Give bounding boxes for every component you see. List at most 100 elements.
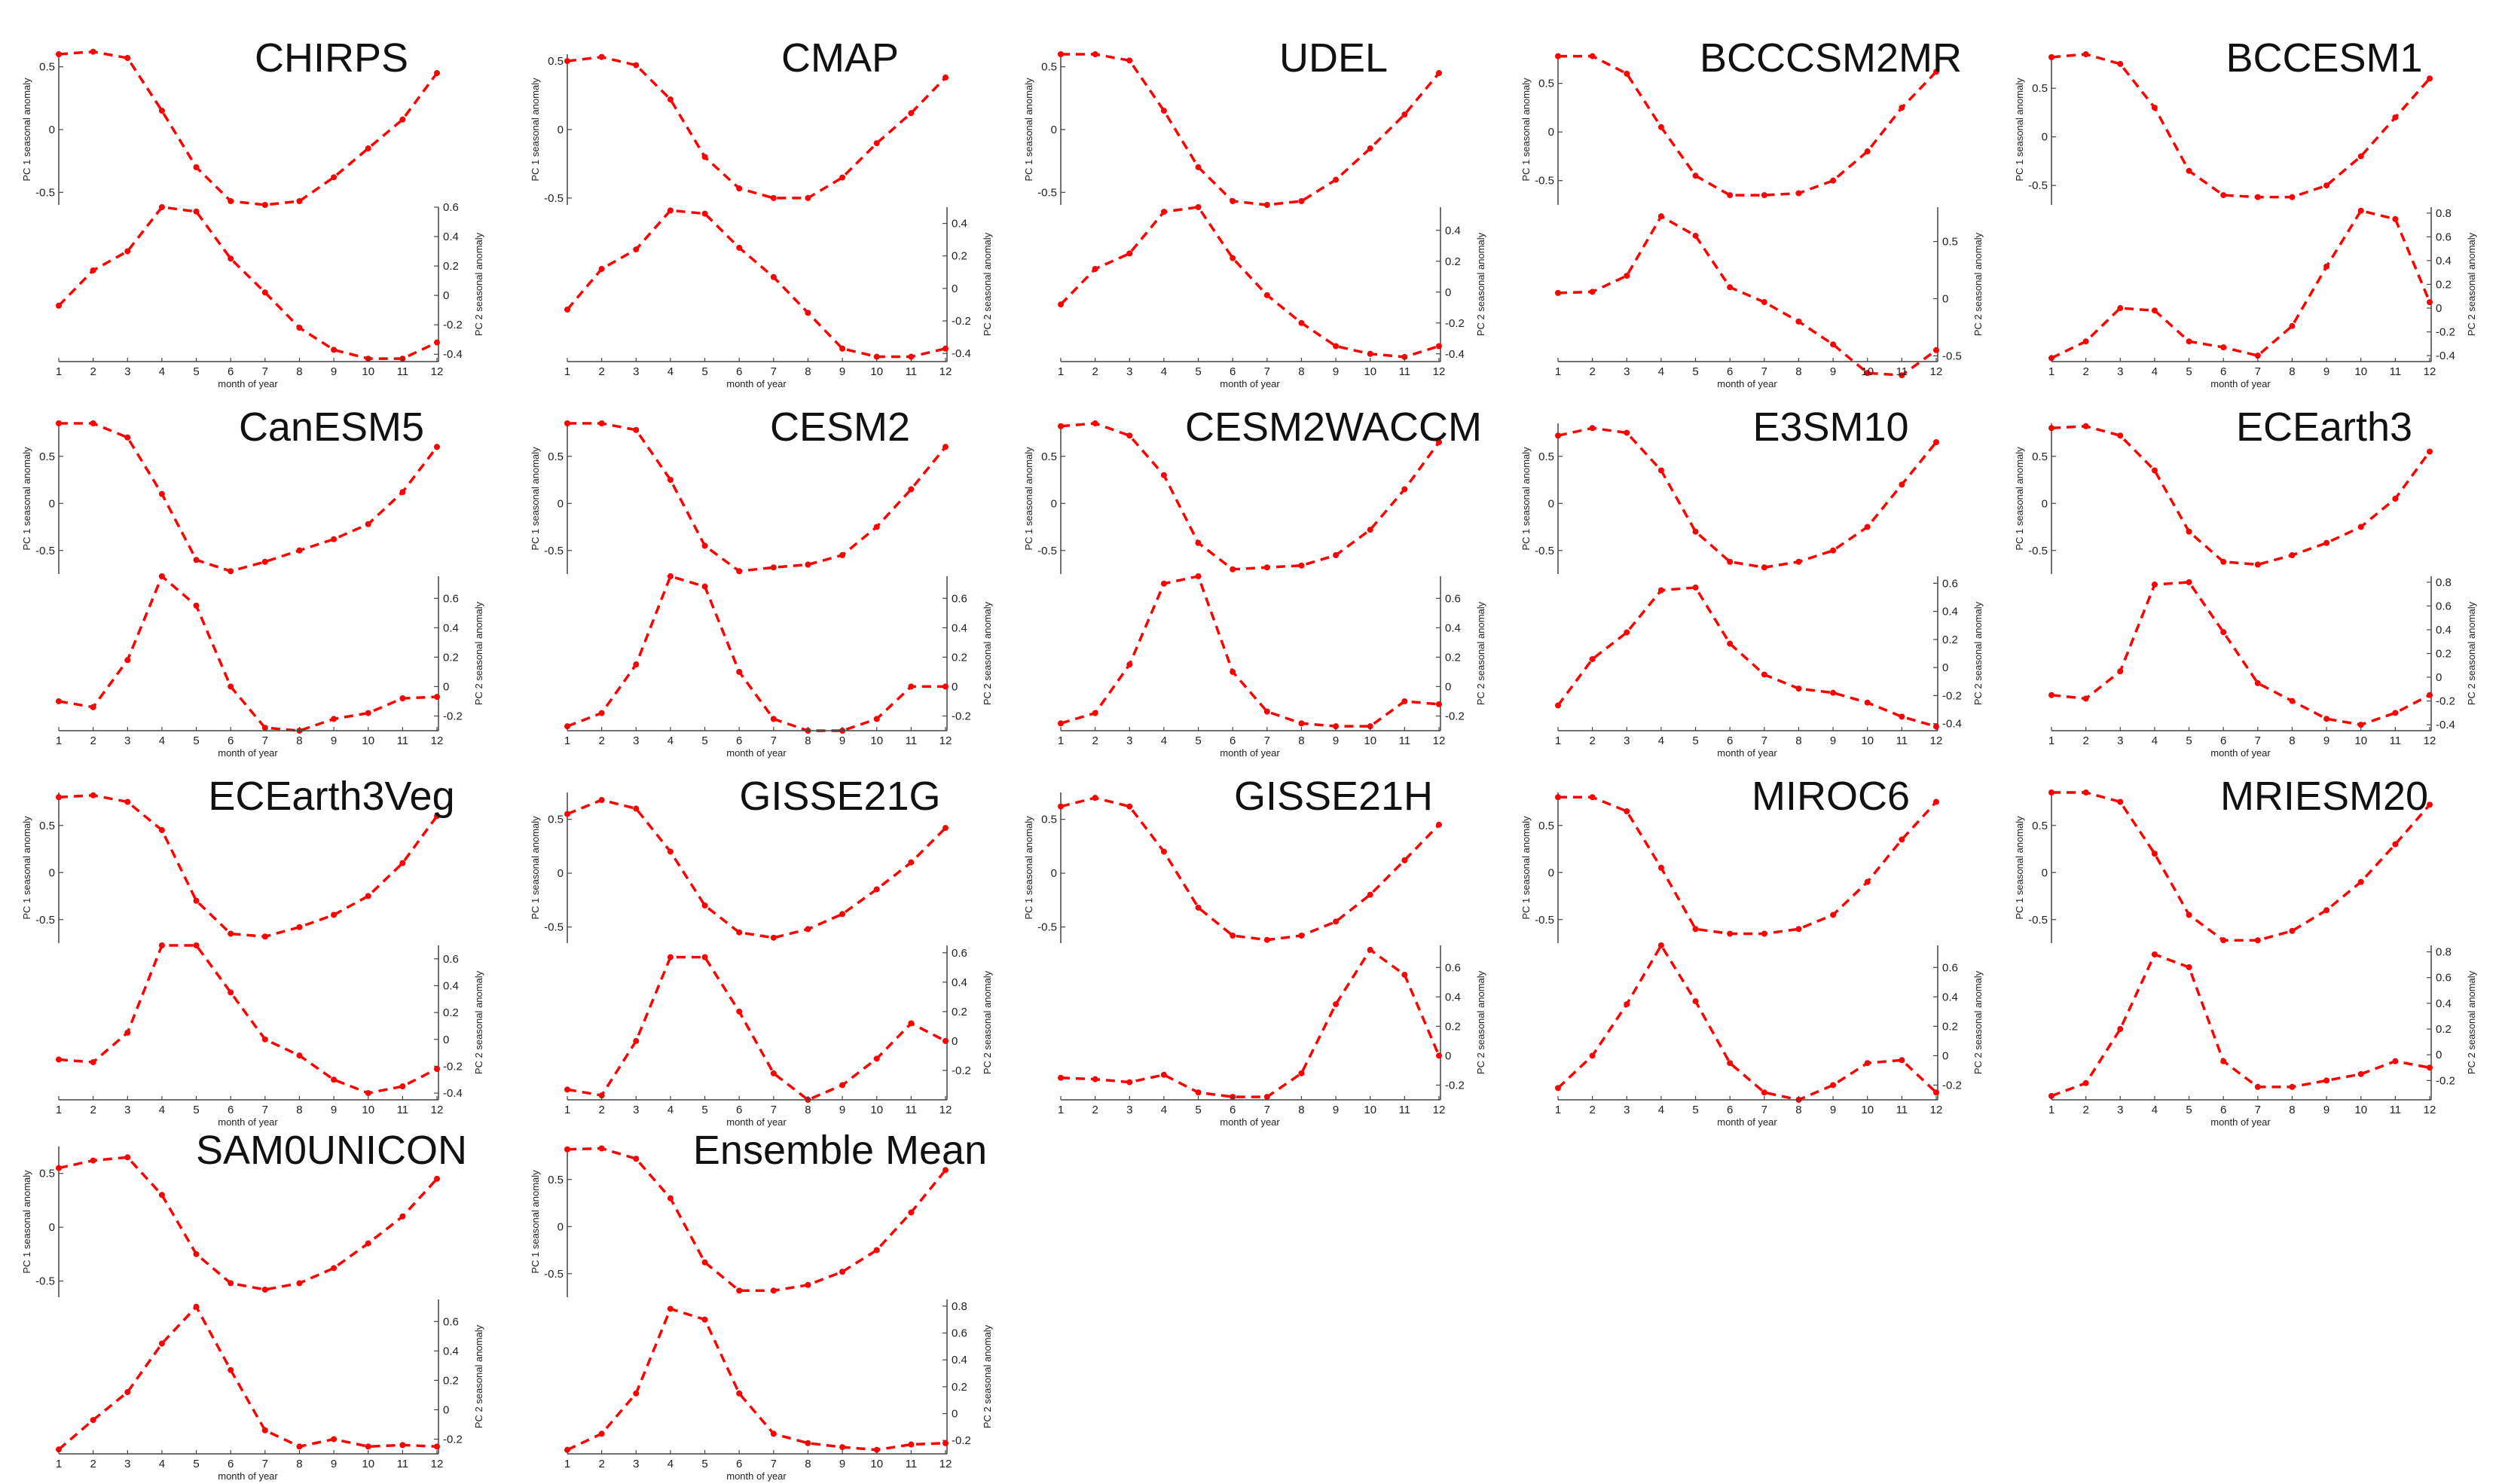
x-tick-label: 6 <box>1230 734 1236 747</box>
pc2-point <box>1126 661 1133 668</box>
pc1-point <box>124 798 131 805</box>
pc2-point <box>805 1440 811 1446</box>
pc2-point <box>770 273 777 280</box>
pc2-y-axis-label: PC 2 seasonal anomaly <box>1972 970 1984 1074</box>
pc1-y-tick-label: -0.5 <box>544 1268 564 1281</box>
pc1-point <box>90 792 96 798</box>
pc1-point <box>1298 933 1305 939</box>
x-tick-label: 5 <box>701 365 707 378</box>
pc1-point <box>2289 194 2296 200</box>
pc2-point <box>770 1431 777 1437</box>
pc2-point <box>2323 1077 2330 1084</box>
pc2-point <box>2392 710 2399 716</box>
pc1-point <box>193 1250 200 1257</box>
x-tick-label: 1 <box>1555 365 1561 378</box>
x-tick-label: 9 <box>331 734 337 747</box>
pc2-point <box>331 716 338 722</box>
pc2-y-tick-label: 0.6 <box>2436 972 2452 985</box>
pc2-point <box>1436 343 1442 350</box>
pc1-point <box>1160 472 1167 478</box>
x-tick-label: 4 <box>159 1104 165 1116</box>
pc1-point <box>942 1167 949 1174</box>
pc1-point <box>1624 70 1630 77</box>
pc2-y-axis-label: PC 2 seasonal anomaly <box>982 970 993 1074</box>
pc2-point <box>296 325 303 331</box>
pc2-point <box>158 204 165 210</box>
pc2-point <box>942 683 949 690</box>
x-tick-label: 9 <box>839 734 845 747</box>
x-tick-label: 3 <box>633 365 639 378</box>
pc2-series-line <box>1059 206 1440 359</box>
pc2-y-tick-label: 0.4 <box>2436 997 2452 1010</box>
pc2-point <box>2357 1070 2364 1077</box>
pc2-point <box>399 1442 406 1449</box>
x-tick-label: 6 <box>736 1458 742 1470</box>
chart-svg: 0.5 0 -0.5PC 1 seasonal anomaly 0.4 0.2 0 -0.2… <box>1023 51 1486 389</box>
chart-svg: 0.5 0 -0.5PC 1 seasonal anomaly 0.8 0.6 0.4 0.… <box>2014 423 2477 759</box>
x-tick-label: 12 <box>2424 734 2436 747</box>
pc1-point <box>124 55 131 61</box>
x-tick-label: 2 <box>1589 1104 1595 1116</box>
x-tick-label: 8 <box>805 1458 811 1470</box>
x-tick-label: 5 <box>1692 1104 1698 1116</box>
x-tick-label: 10 <box>362 1458 374 1470</box>
x-tick-label: 8 <box>1298 365 1304 378</box>
pc2-point <box>296 1052 303 1059</box>
pc1-point <box>2427 448 2433 455</box>
x-tick-label: 3 <box>633 734 639 747</box>
x-tick-label: 9 <box>839 365 845 378</box>
x-tick-label: 3 <box>1126 1104 1132 1116</box>
pc1-point <box>193 557 200 563</box>
pc1-point <box>1126 803 1133 810</box>
pc2-point <box>1624 1001 1630 1008</box>
pc2-y-tick-label: -0.2 <box>443 319 463 331</box>
x-tick-label: 8 <box>1298 1104 1304 1116</box>
x-tick-label: 7 <box>771 1104 777 1116</box>
pc2-point <box>399 695 406 702</box>
pc1-point <box>434 70 440 76</box>
x-tick-label: 12 <box>1930 1104 1943 1116</box>
x-tick-label: 4 <box>1161 1104 1167 1116</box>
x-tick-label: 3 <box>2117 734 2123 747</box>
pc2-y-tick-label: 0.6 <box>1445 592 1461 605</box>
pc2-y-axis-label: PC 2 seasonal anomaly <box>1972 601 1984 705</box>
pc1-point <box>736 185 743 192</box>
pc1-point <box>564 420 570 426</box>
x-axis-label: month of year <box>218 1470 278 1482</box>
x-tick-label: 5 <box>1195 1104 1201 1116</box>
pc1-point <box>942 825 949 832</box>
x-tick-label: 12 <box>939 365 952 378</box>
x-tick-label: 1 <box>1058 1104 1064 1116</box>
pc2-point <box>56 1056 62 1063</box>
x-tick-label: 3 <box>1126 365 1132 378</box>
x-tick-label: 6 <box>2220 1104 2226 1116</box>
pc2-y-tick-label: 0.6 <box>1445 961 1461 974</box>
x-tick-label: 1 <box>1058 734 1064 747</box>
x-tick-label: 10 <box>362 365 374 378</box>
pc1-point <box>1298 562 1305 569</box>
x-tick-label: 5 <box>193 734 199 747</box>
pc2-point <box>1160 580 1167 587</box>
pc1-point <box>399 860 406 866</box>
pc1-point <box>873 140 880 147</box>
pc1-series-line <box>567 798 947 939</box>
x-tick-label: 11 <box>1896 734 1908 747</box>
pc2-point <box>1692 584 1699 591</box>
pc1-series-line <box>2051 53 2431 199</box>
pc1-y-axis-label: PC 1 seasonal anomaly <box>1023 447 1034 551</box>
pc2-point <box>805 310 811 316</box>
x-tick-label: 1 <box>56 1458 62 1470</box>
x-tick-label: 3 <box>124 1458 130 1470</box>
pc2-y-axis-label: PC 2 seasonal anomaly <box>473 232 484 336</box>
x-tick-label: 1 <box>2048 365 2054 378</box>
pc2-y-axis-label: PC 2 seasonal anomaly <box>982 1324 993 1428</box>
x-tick-label: 10 <box>870 365 883 378</box>
pc1-point <box>1795 558 1802 565</box>
pc2-y-tick-label: 0.2 <box>1445 255 1461 268</box>
x-tick-label: 5 <box>193 1458 199 1470</box>
x-tick-label: 2 <box>2082 734 2088 747</box>
x-tick-label: 8 <box>805 365 811 378</box>
pc1-y-tick-label: 0.5 <box>1538 820 1554 832</box>
pc1-y-tick-label: 0 <box>49 866 55 879</box>
x-tick-label: 12 <box>1930 734 1943 747</box>
